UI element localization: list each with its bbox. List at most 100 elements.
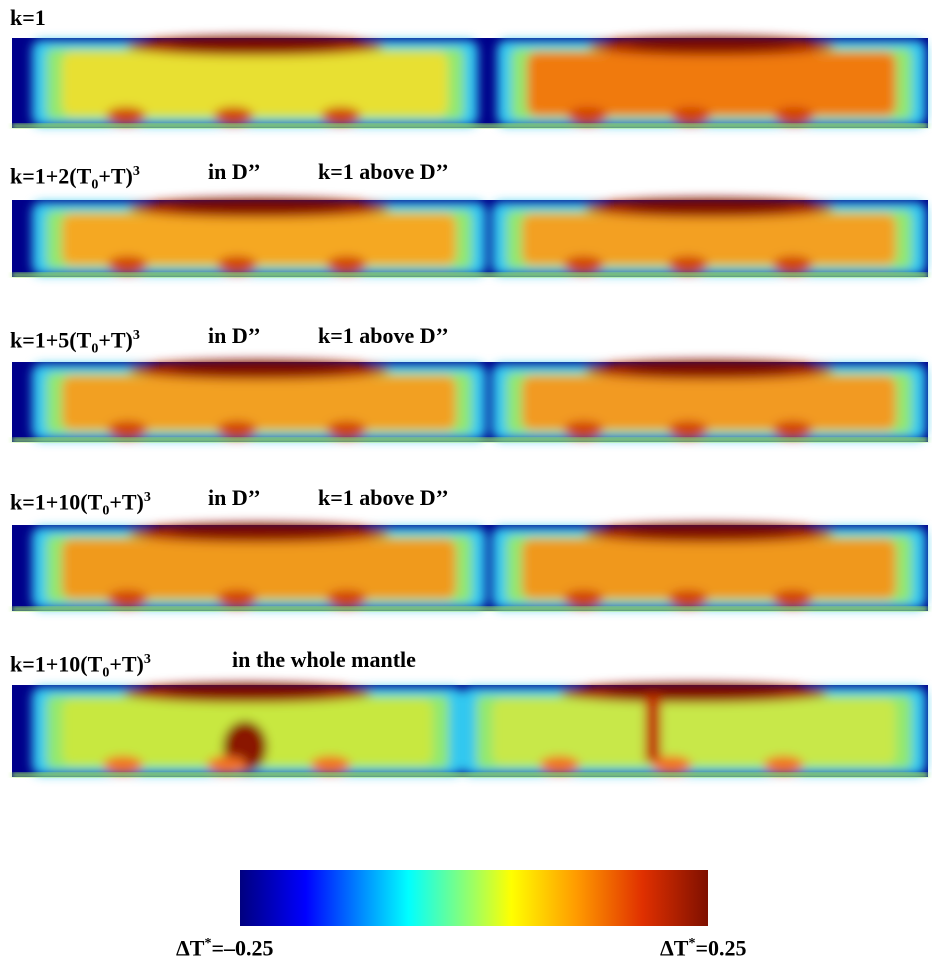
plume-root — [106, 107, 146, 125]
text: k=1+10(T — [10, 489, 103, 515]
cell-warm — [62, 376, 456, 430]
cmb-layer — [12, 273, 928, 277]
panel-above: k=1 above D’’ — [318, 323, 449, 348]
plume-root — [326, 421, 367, 439]
plume-root — [321, 107, 361, 125]
panel-above: k=1 above D’’ — [318, 159, 449, 184]
plume-root — [668, 421, 709, 439]
hot-core — [625, 524, 793, 538]
plume-root — [563, 256, 604, 274]
cmb-layer — [12, 438, 928, 442]
cell-warm — [62, 52, 448, 116]
bottom-layer — [12, 273, 928, 277]
cell-warm — [62, 214, 456, 265]
text: =0.25 — [695, 935, 747, 961]
cmb-layer — [12, 124, 928, 128]
bottom-layer — [12, 773, 928, 777]
plume-root — [670, 107, 711, 125]
panel-formula: k=1 — [10, 6, 46, 30]
text: k=1+10(T — [10, 651, 103, 677]
hot-core — [164, 684, 331, 698]
plume-root — [103, 756, 143, 774]
plume-root — [107, 590, 148, 608]
cell-warm — [522, 539, 896, 599]
hot-core — [625, 361, 793, 375]
superscript: 3 — [132, 164, 140, 179]
plume-root — [107, 256, 148, 274]
field — [32, 360, 926, 440]
temperature-panel — [12, 683, 928, 777]
field — [32, 198, 926, 275]
cmb-layer — [12, 773, 928, 777]
field — [32, 36, 926, 126]
plume-root — [213, 107, 254, 125]
plume-root — [217, 421, 258, 439]
plume-root — [774, 107, 815, 125]
superscript: 3 — [132, 328, 140, 343]
plume-root — [763, 756, 804, 774]
plume-root — [107, 421, 148, 439]
hot-core — [169, 37, 341, 51]
plume-root — [772, 590, 813, 608]
cell-warm — [522, 376, 896, 430]
panel-region: in D’’ — [208, 323, 261, 348]
plume-root — [563, 590, 604, 608]
temperature-panel — [12, 360, 928, 442]
text: ΔT — [660, 935, 689, 961]
plume-root — [567, 107, 608, 125]
text: +T) — [98, 163, 133, 189]
panel-formula: k=1+5(T0+T)3 — [10, 324, 140, 362]
subscript: 0 — [91, 341, 99, 357]
text: =–0.25 — [211, 935, 274, 961]
temperature-panel — [12, 523, 928, 611]
plume-root — [563, 421, 604, 439]
plume-root — [326, 256, 367, 274]
text: +T) — [109, 651, 144, 677]
plume-root — [539, 756, 580, 774]
panel-region: in the whole mantle — [232, 647, 416, 672]
text: +T) — [98, 327, 133, 353]
cell-warm — [527, 52, 896, 116]
panel-region: in D’’ — [208, 159, 261, 184]
superscript: 3 — [143, 490, 151, 505]
plume-root — [772, 256, 813, 274]
hot-core — [171, 361, 347, 375]
hot-core — [604, 684, 784, 698]
superscript: * — [688, 936, 696, 951]
hot-core — [625, 199, 793, 213]
plume — [645, 695, 661, 762]
temperature-panel — [12, 198, 928, 277]
colorbar — [240, 870, 708, 926]
cell-warm — [522, 214, 896, 265]
plume-root — [668, 256, 709, 274]
superscript: 3 — [143, 652, 151, 667]
cell-warm — [62, 539, 456, 599]
field — [32, 683, 926, 775]
bottom-layer — [12, 438, 928, 442]
plume-root — [651, 756, 692, 774]
panel-formula: k=1+10(T0+T)3 — [10, 486, 151, 524]
plume-root — [310, 756, 351, 774]
cmb-layer — [12, 607, 928, 611]
plume-root — [217, 256, 258, 274]
plume-root — [668, 590, 709, 608]
plume-root — [206, 756, 247, 774]
temperature-panel — [12, 36, 928, 128]
hot-core — [171, 199, 347, 213]
text: k=1+2(T — [10, 163, 92, 189]
field — [32, 523, 926, 609]
panel-region: in D’’ — [208, 485, 261, 510]
panel-formula: k=1+2(T0+T)3 — [10, 160, 140, 198]
cell-warm — [492, 699, 896, 765]
plume-root — [326, 590, 367, 608]
bottom-layer — [12, 607, 928, 611]
plume-root — [772, 421, 813, 439]
colorbar-min-label: ΔT*=–0.25 — [176, 932, 274, 960]
subscript: 0 — [91, 177, 99, 193]
superscript: * — [204, 936, 212, 951]
subscript: 0 — [102, 503, 110, 519]
text: k=1+5(T — [10, 327, 92, 353]
hot-core — [171, 524, 347, 538]
